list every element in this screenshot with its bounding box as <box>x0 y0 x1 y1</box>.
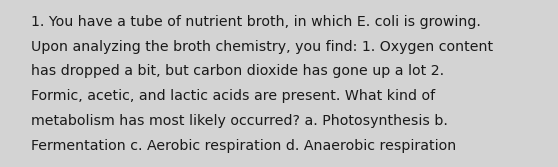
Text: Fermentation c. Aerobic respiration d. Anaerobic respiration: Fermentation c. Aerobic respiration d. A… <box>31 139 456 153</box>
Text: metabolism has most likely occurred? a. Photosynthesis b.: metabolism has most likely occurred? a. … <box>31 114 448 128</box>
Text: Formic, acetic, and lactic acids are present. What kind of: Formic, acetic, and lactic acids are pre… <box>31 89 435 103</box>
Text: 1. You have a tube of nutrient broth, in which E. coli is growing.: 1. You have a tube of nutrient broth, in… <box>31 15 480 29</box>
Text: Upon analyzing the broth chemistry, you find: 1. Oxygen content: Upon analyzing the broth chemistry, you … <box>31 40 493 54</box>
Text: has dropped a bit, but carbon dioxide has gone up a lot 2.: has dropped a bit, but carbon dioxide ha… <box>31 64 444 78</box>
